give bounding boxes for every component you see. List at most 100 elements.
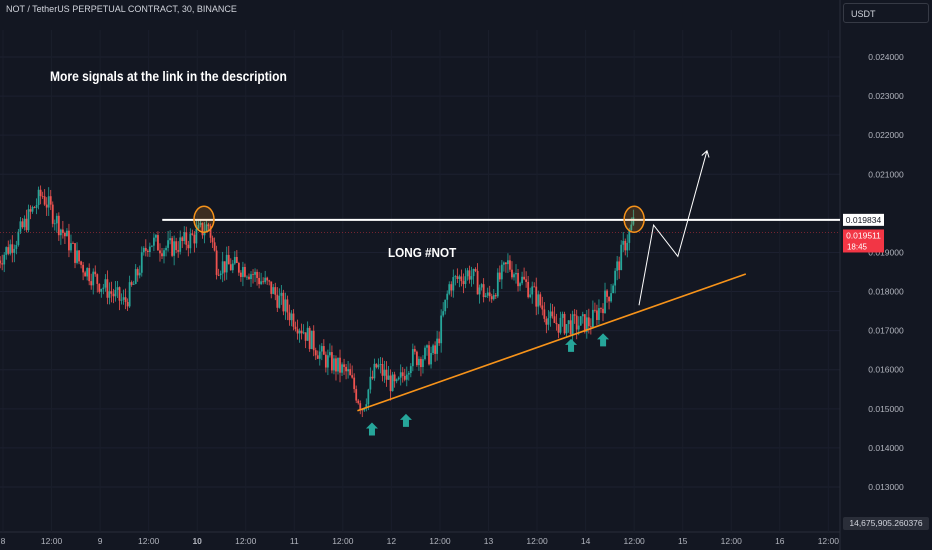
- candle-body: [464, 276, 467, 285]
- candle-body: [460, 276, 463, 282]
- candle-body: [401, 372, 404, 376]
- candle-body: [254, 271, 256, 275]
- candle-body: [90, 281, 93, 286]
- candle-body: [227, 254, 230, 265]
- candle-body: [454, 276, 457, 278]
- candle-body: [385, 369, 388, 380]
- resistance-price-tag: [843, 213, 884, 226]
- candle-body: [25, 218, 28, 231]
- x-tick-label: 12:00: [235, 536, 257, 546]
- candle-body: [450, 284, 453, 291]
- candle-body: [296, 329, 299, 334]
- candle-body: [596, 310, 598, 320]
- candle-body: [27, 209, 30, 231]
- time-axis: 8 12:00 9 12:00 10 12:00 11 12:00 12 12:00 13 12:00…: [1, 536, 840, 546]
- candle-body: [110, 291, 113, 294]
- candle-body: [614, 270, 617, 286]
- candle-body: [288, 312, 291, 321]
- resistance-touch-circle: [193, 205, 215, 233]
- candle-body: [470, 276, 473, 280]
- candle-body: [333, 358, 335, 371]
- candle-body: [165, 247, 167, 251]
- x-tick-label: 13: [484, 536, 494, 546]
- candle-body: [53, 223, 56, 225]
- candle-body: [393, 374, 396, 382]
- candle-body: [167, 240, 169, 248]
- candle-body: [280, 292, 283, 296]
- candle-body: [606, 290, 608, 297]
- candle-body: [537, 294, 540, 307]
- candle-body: [155, 235, 157, 238]
- candle-body: [608, 296, 610, 302]
- candle-body: [213, 242, 216, 251]
- candle-body: [286, 299, 289, 313]
- candle-body: [258, 277, 261, 285]
- candle-body: [197, 224, 200, 229]
- candle-body: [515, 273, 517, 275]
- candle-body: [242, 267, 244, 277]
- candle-body: [114, 289, 117, 297]
- candle-body: [436, 338, 439, 354]
- candle-body: [630, 224, 633, 231]
- currency-selector[interactable]: USDT: [843, 3, 929, 23]
- candle-body: [39, 189, 42, 197]
- candle-body: [415, 351, 418, 366]
- candle-body: [191, 233, 194, 235]
- candle-body: [349, 369, 352, 376]
- candle-body: [381, 364, 384, 376]
- candle-body: [211, 237, 214, 243]
- candle-body: [377, 364, 380, 368]
- candle-body: [148, 246, 151, 253]
- candle-body: [126, 302, 129, 307]
- candle-body: [331, 352, 333, 371]
- candle-body: [426, 345, 428, 348]
- candle-body: [345, 366, 347, 372]
- candle-body: [525, 279, 528, 282]
- candle-body: [106, 279, 109, 298]
- current-price-tag: [843, 229, 884, 253]
- candle-body: [61, 229, 64, 233]
- candle-body: [185, 232, 188, 245]
- candle-body: [432, 345, 434, 354]
- candle-body: [373, 363, 376, 379]
- candle-body: [57, 215, 60, 236]
- candle-body: [585, 317, 588, 332]
- candle-body: [355, 389, 358, 401]
- y-tick-label: 0.019000: [868, 247, 904, 257]
- candle-body: [177, 250, 180, 252]
- x-tick-label: 12:00: [624, 536, 646, 546]
- candle-body: [379, 364, 382, 365]
- candle-body: [246, 276, 248, 278]
- candle-body: [482, 284, 485, 298]
- candle-body: [448, 284, 451, 294]
- candle-body: [248, 276, 250, 280]
- projection-arrowhead: [701, 149, 710, 158]
- candle-body: [565, 324, 568, 334]
- candle-body: [498, 272, 501, 280]
- candle-body: [11, 244, 14, 253]
- candle-body: [407, 373, 410, 375]
- candle-body: [284, 299, 287, 312]
- candle-body: [367, 389, 370, 405]
- candle-body: [391, 374, 394, 392]
- candle-body: [41, 196, 44, 197]
- candle-body: [207, 224, 210, 227]
- candle-body: [468, 270, 471, 280]
- candle-body: [517, 273, 519, 287]
- candle-body: [452, 277, 455, 291]
- candle-body: [371, 376, 374, 379]
- candle-body: [116, 287, 119, 290]
- candle-body: [322, 346, 325, 355]
- resistance-price-label: 0.019834: [846, 215, 882, 225]
- candle-body: [339, 357, 341, 373]
- candle-body: [577, 325, 580, 330]
- candle-body: [64, 232, 66, 237]
- current-price-label: 0.019511: [846, 230, 881, 240]
- candle-body: [173, 241, 176, 256]
- candle-body: [233, 256, 236, 264]
- candle-body: [21, 221, 24, 228]
- volume-readout: 14,675,905.260376: [843, 517, 929, 530]
- candle-body: [563, 313, 566, 334]
- candle-body: [610, 293, 612, 302]
